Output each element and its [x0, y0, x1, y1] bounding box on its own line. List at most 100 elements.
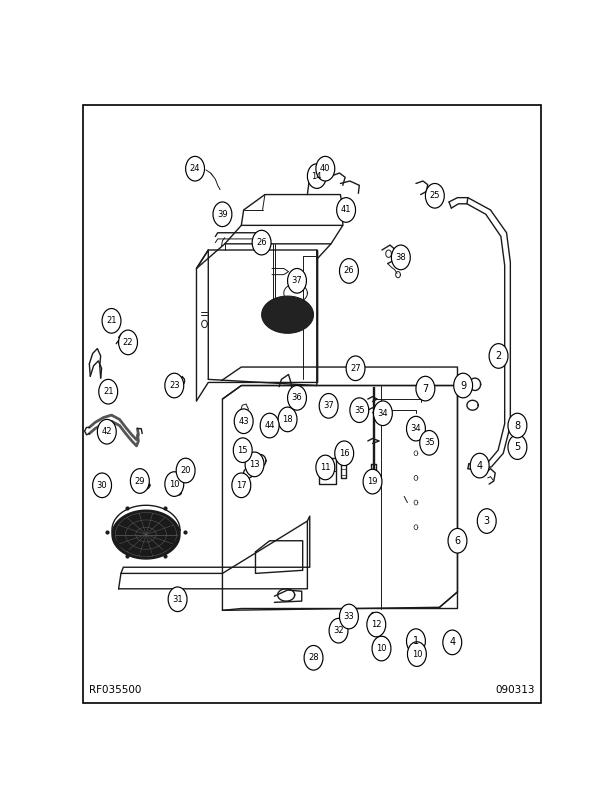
Text: 30: 30	[97, 481, 107, 490]
Circle shape	[278, 407, 297, 432]
Circle shape	[176, 458, 195, 483]
Circle shape	[416, 376, 435, 401]
Circle shape	[406, 416, 425, 441]
Circle shape	[260, 414, 279, 438]
Text: 23: 23	[169, 381, 180, 390]
Circle shape	[99, 379, 118, 404]
Circle shape	[234, 409, 253, 434]
Polygon shape	[112, 510, 180, 559]
Text: 2: 2	[495, 351, 502, 361]
Circle shape	[407, 642, 426, 666]
Text: 13: 13	[249, 460, 260, 469]
Circle shape	[165, 472, 184, 496]
Text: 21: 21	[107, 316, 117, 326]
Circle shape	[363, 470, 382, 494]
Circle shape	[213, 202, 232, 226]
Circle shape	[508, 414, 527, 438]
Circle shape	[454, 373, 473, 398]
Circle shape	[420, 430, 438, 455]
Circle shape	[165, 373, 184, 398]
Text: 10: 10	[412, 650, 422, 658]
Text: 26: 26	[256, 238, 267, 247]
Text: 24: 24	[190, 164, 200, 173]
Text: 10: 10	[376, 644, 387, 653]
Text: 4: 4	[449, 638, 456, 647]
Text: 16: 16	[339, 449, 350, 458]
Circle shape	[287, 386, 306, 410]
Text: 32: 32	[333, 626, 344, 635]
Circle shape	[245, 452, 264, 477]
Text: 28: 28	[308, 654, 319, 662]
Text: 31: 31	[172, 594, 183, 604]
Text: 33: 33	[343, 612, 354, 621]
Text: 37: 37	[323, 402, 334, 410]
Circle shape	[346, 356, 365, 381]
Circle shape	[233, 438, 252, 462]
Text: 35: 35	[424, 438, 434, 447]
Circle shape	[335, 441, 354, 466]
Text: 35: 35	[354, 406, 365, 414]
Circle shape	[477, 509, 496, 534]
Circle shape	[232, 473, 251, 498]
Text: 20: 20	[180, 466, 191, 475]
Text: 34: 34	[378, 409, 388, 418]
Text: 41: 41	[341, 206, 351, 214]
Text: 4: 4	[477, 461, 483, 470]
Circle shape	[93, 473, 111, 498]
Circle shape	[316, 156, 335, 181]
Text: RF035500: RF035500	[90, 685, 142, 694]
Circle shape	[448, 529, 467, 553]
Text: 27: 27	[350, 364, 361, 373]
Circle shape	[392, 245, 410, 270]
Circle shape	[329, 618, 348, 643]
Circle shape	[367, 612, 385, 637]
Circle shape	[339, 604, 358, 629]
Circle shape	[316, 455, 335, 480]
Circle shape	[508, 435, 527, 459]
Text: 25: 25	[429, 191, 440, 200]
Text: 26: 26	[343, 266, 354, 275]
Circle shape	[489, 344, 508, 368]
Text: 6: 6	[454, 536, 460, 546]
Circle shape	[339, 258, 358, 283]
Text: 17: 17	[236, 481, 247, 490]
Text: 1: 1	[413, 636, 419, 646]
Circle shape	[97, 419, 116, 444]
Text: 42: 42	[102, 427, 112, 436]
Circle shape	[287, 269, 306, 293]
Text: 39: 39	[217, 210, 228, 218]
Text: 19: 19	[367, 477, 378, 486]
Circle shape	[304, 646, 323, 670]
Text: 40: 40	[320, 164, 331, 173]
Text: 18: 18	[282, 415, 293, 424]
Circle shape	[337, 198, 356, 222]
Text: 3: 3	[484, 516, 490, 526]
Text: 34: 34	[410, 424, 421, 433]
Text: 22: 22	[123, 338, 133, 347]
Text: 44: 44	[264, 421, 275, 430]
Circle shape	[252, 230, 271, 255]
Text: 14: 14	[312, 171, 322, 181]
Text: 7: 7	[422, 383, 429, 394]
Text: 5: 5	[514, 442, 521, 452]
Circle shape	[406, 629, 425, 654]
Text: 11: 11	[320, 463, 331, 472]
Text: 21: 21	[103, 387, 113, 396]
Circle shape	[168, 587, 187, 611]
Polygon shape	[262, 296, 314, 334]
Text: 12: 12	[371, 620, 382, 629]
Text: 36: 36	[292, 394, 303, 402]
Circle shape	[443, 630, 462, 654]
Text: 29: 29	[135, 477, 145, 486]
Circle shape	[308, 164, 326, 189]
Circle shape	[119, 330, 138, 354]
Circle shape	[130, 469, 149, 494]
Circle shape	[373, 401, 392, 426]
Circle shape	[102, 309, 121, 333]
Circle shape	[425, 183, 445, 208]
Text: 15: 15	[238, 446, 248, 454]
Text: 8: 8	[515, 421, 521, 430]
Text: 43: 43	[238, 417, 249, 426]
Text: 9: 9	[460, 381, 466, 390]
Circle shape	[350, 398, 369, 422]
